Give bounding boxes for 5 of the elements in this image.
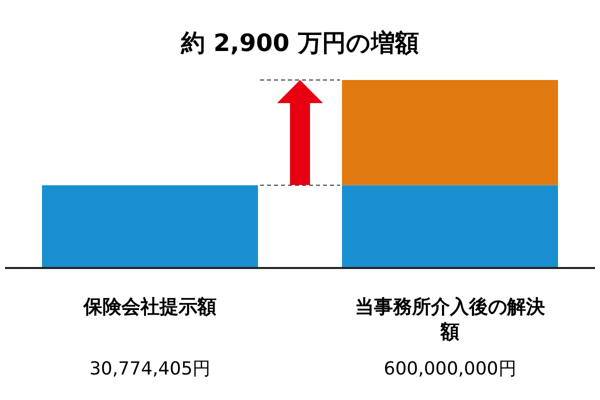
x-tick-label: 保険会社提示額: [82, 296, 216, 318]
text: 30,774,405円: [89, 358, 211, 380]
x-tick-label: 当事務所介入後の解決額: [355, 296, 546, 343]
text: 600,000,000円: [384, 358, 516, 380]
chart-title: 約 2,900 万円の増額: [180, 29, 419, 58]
